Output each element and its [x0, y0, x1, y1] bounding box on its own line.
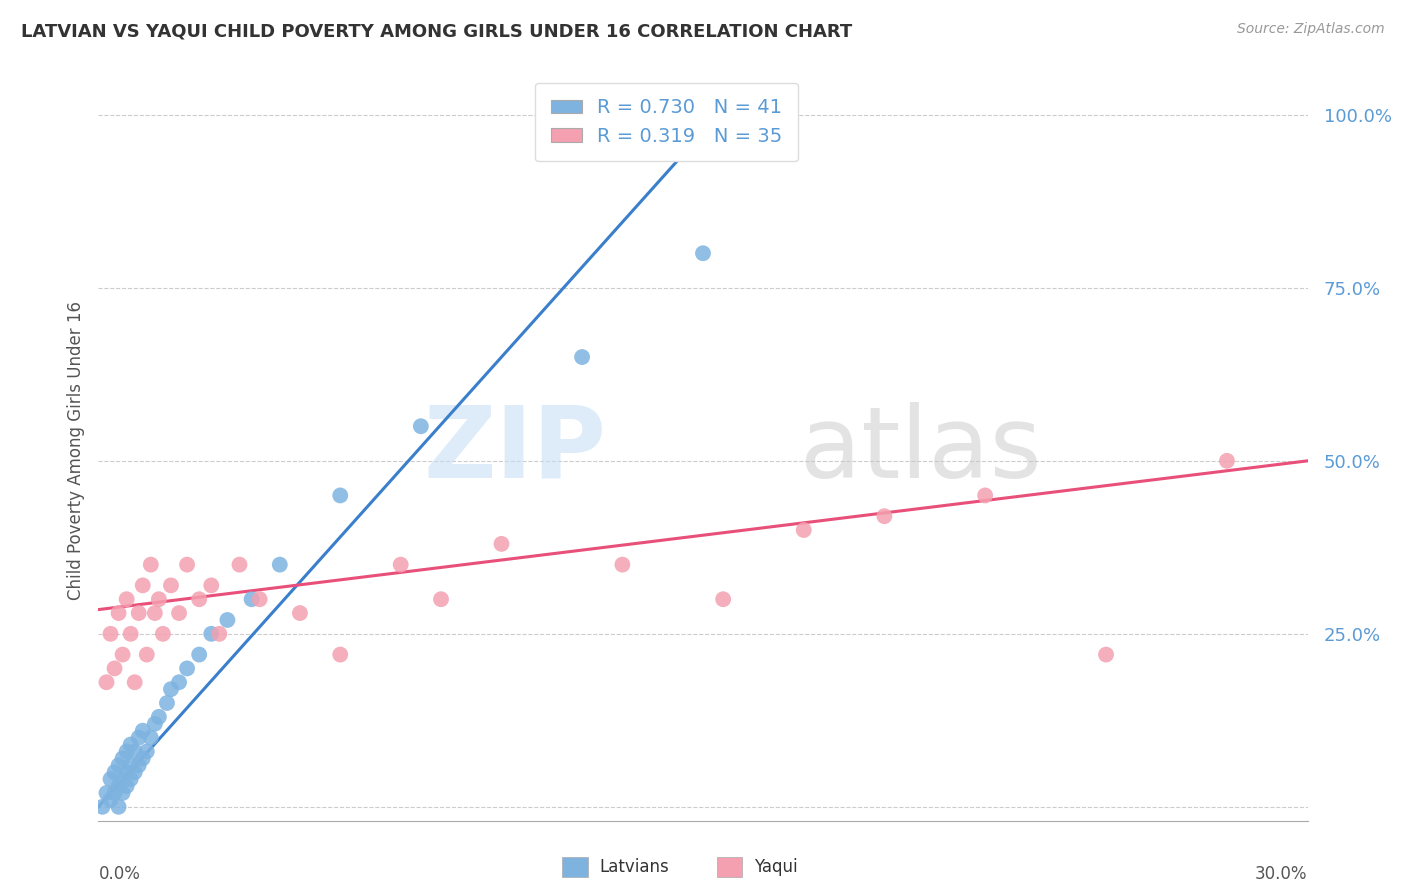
Point [139, 731, 162, 745]
Point [571, 350, 593, 364]
Text: 0.0%: 0.0% [98, 865, 141, 883]
Point [389, 558, 412, 572]
Point [111, 751, 134, 765]
Point [132, 578, 155, 592]
Text: Source: ZipAtlas.com: Source: ZipAtlas.com [1237, 22, 1385, 37]
Point [120, 758, 142, 772]
Text: LATVIAN VS YAQUI CHILD POVERTY AMONG GIRLS UNDER 16 CORRELATION CHART: LATVIAN VS YAQUI CHILD POVERTY AMONG GIR… [21, 22, 852, 40]
Legend: R = 0.730   N = 41, R = 0.319   N = 35: R = 0.730 N = 41, R = 0.319 N = 35 [536, 83, 799, 161]
Point [152, 627, 174, 641]
Point [120, 738, 142, 752]
Point [711, 592, 734, 607]
Point [115, 592, 138, 607]
Point [128, 731, 150, 745]
Point [188, 648, 211, 662]
Point [200, 578, 222, 592]
Point [115, 765, 138, 780]
Point [409, 419, 432, 434]
Point [100, 793, 122, 807]
Point [148, 710, 170, 724]
Text: Latvians: Latvians [599, 858, 669, 876]
Point [124, 765, 146, 780]
Point [160, 578, 183, 592]
Point [103, 765, 125, 780]
Point [200, 627, 222, 641]
Point [491, 537, 513, 551]
Point [124, 744, 146, 758]
Point [103, 661, 125, 675]
Point [107, 779, 129, 793]
Point [103, 786, 125, 800]
Point [188, 592, 211, 607]
Point [156, 696, 179, 710]
Point [91, 799, 114, 814]
Text: atlas: atlas [800, 402, 1042, 499]
Point [139, 558, 162, 572]
Point [143, 716, 166, 731]
Point [793, 523, 815, 537]
Point [160, 682, 183, 697]
Point [115, 744, 138, 758]
Point [269, 558, 291, 572]
Text: Yaqui: Yaqui [754, 858, 797, 876]
Point [128, 606, 150, 620]
Point [329, 648, 352, 662]
Point [115, 779, 138, 793]
Point [132, 751, 155, 765]
Point [107, 799, 129, 814]
Point [120, 627, 142, 641]
Point [135, 744, 157, 758]
Point [120, 772, 142, 786]
Point [228, 558, 250, 572]
Point [107, 758, 129, 772]
Point [1095, 648, 1118, 662]
Y-axis label: Child Poverty Among Girls Under 16: Child Poverty Among Girls Under 16 [66, 301, 84, 600]
Point [176, 661, 198, 675]
Point [612, 558, 634, 572]
Point [96, 675, 118, 690]
Point [329, 488, 352, 502]
Point [873, 509, 896, 524]
Point [107, 606, 129, 620]
Point [249, 592, 271, 607]
Point [1216, 454, 1239, 468]
Point [128, 758, 150, 772]
Point [288, 606, 311, 620]
Point [148, 592, 170, 607]
Point [167, 606, 190, 620]
Text: ZIP: ZIP [423, 402, 606, 499]
Point [208, 627, 231, 641]
Point [974, 488, 997, 502]
Point [240, 592, 263, 607]
Point [217, 613, 239, 627]
Point [167, 675, 190, 690]
Point [132, 723, 155, 738]
Point [692, 246, 714, 260]
Point [111, 648, 134, 662]
Point [100, 627, 122, 641]
Point [124, 675, 146, 690]
Point [96, 786, 118, 800]
Point [111, 772, 134, 786]
Point [176, 558, 198, 572]
Point [430, 592, 453, 607]
Text: 30.0%: 30.0% [1256, 865, 1308, 883]
Point [143, 606, 166, 620]
Point [111, 786, 134, 800]
Point [135, 648, 157, 662]
Point [100, 772, 122, 786]
